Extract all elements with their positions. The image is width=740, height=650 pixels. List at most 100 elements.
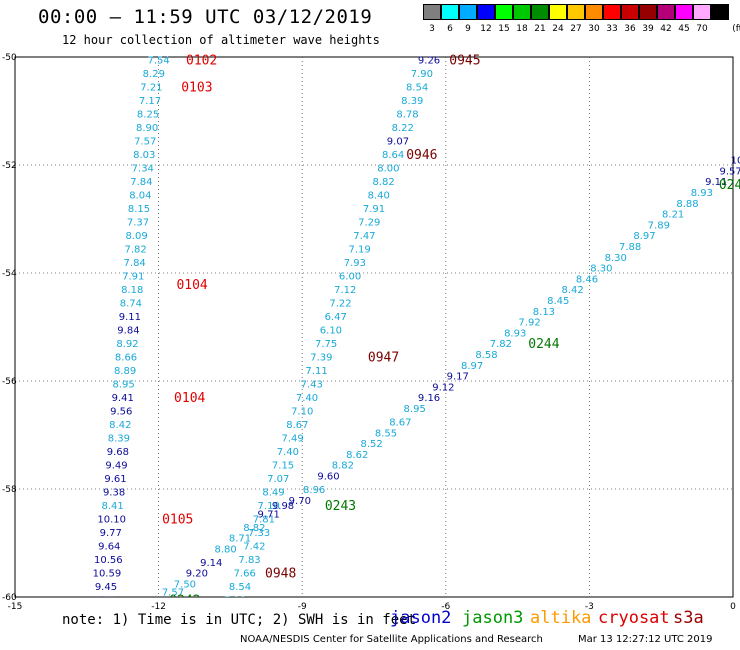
scale-swatch <box>693 4 711 20</box>
wave-height-value: 7.17 <box>139 96 161 107</box>
wave-height-value: 9.64 <box>98 542 120 553</box>
wave-height-value: 9.56 <box>110 407 132 418</box>
x-tick-label: 0 <box>730 602 736 612</box>
wave-height-value: 8.46 <box>576 274 598 285</box>
wave-height-value: 7.12 <box>224 596 246 607</box>
wave-height-value: 8.39 <box>108 434 130 445</box>
wave-height-value: 7.88 <box>619 242 641 253</box>
scale-label: 9 <box>465 24 471 34</box>
wave-height-value: 7.11 <box>305 366 327 377</box>
wave-height-value: 7.82 <box>124 245 146 256</box>
wave-height-value: 8.97 <box>461 361 483 372</box>
wave-height-value: 7.29 <box>358 218 380 229</box>
wave-height-value: 9.41 <box>112 393 134 404</box>
scale-unit: (ft) <box>732 24 740 34</box>
wave-height-value: 9.11 <box>705 177 727 188</box>
pass-time-label: 0102 <box>186 54 217 69</box>
wave-height-value: 7.91 <box>363 204 385 215</box>
wave-height-value: 7.85 <box>210 636 232 647</box>
wave-height-value: 7.10 <box>258 501 280 512</box>
wave-height-value: 7.39 <box>310 353 332 364</box>
wave-height-value: 6.47 <box>325 312 347 323</box>
wave-height-value: 8.18 <box>121 285 143 296</box>
wave-height-value: 8.82 <box>332 461 354 472</box>
x-tick-label: -6 <box>441 602 450 612</box>
wave-height-value: 9.16 <box>418 393 440 404</box>
wave-height-value: 8.52 <box>360 439 382 450</box>
wave-height-value: 8.67 <box>389 418 411 429</box>
wave-height-value: 8.82 <box>372 177 394 188</box>
pass-time-label: 0947 <box>368 351 399 366</box>
scale-label: 6 <box>447 24 453 34</box>
wave-height-value: 8.93 <box>691 188 713 199</box>
scale-swatch <box>711 4 729 20</box>
wave-height-value: 7.82 <box>490 339 512 350</box>
wave-height-value: 8.25 <box>137 110 159 121</box>
wave-height-value: 7.49 <box>281 434 303 445</box>
wave-height-value: 7.92 <box>518 318 540 329</box>
wave-height-value: 9.68 <box>107 447 129 458</box>
pass-time-label: 0105 <box>162 513 193 528</box>
pass-time-label: 0242 <box>169 594 200 609</box>
wave-height-value: 7.90 <box>411 69 433 80</box>
wave-height-value: 7.93 <box>344 258 366 269</box>
page-subtitle: 12 hour collection of altimeter wave hei… <box>62 33 380 47</box>
mission-legend-s3a: s3a <box>673 608 704 628</box>
y-tick-label: -50 <box>2 53 17 63</box>
wave-height-value: 8.58 <box>475 350 497 361</box>
wave-height-value: 9.57 <box>719 166 740 177</box>
wave-height-value: 7.81 <box>253 515 275 526</box>
wave-height-value: 8.42 <box>109 420 131 431</box>
wave-height-value: 7.57 <box>162 588 184 599</box>
scale-swatch <box>567 4 585 20</box>
generated-timestamp: Mar 13 12:27:12 UTC 2019 <box>578 634 713 645</box>
scale-label: 18 <box>516 24 528 34</box>
pass-time-label: 0104 <box>176 278 207 293</box>
wave-height-value: 9.26 <box>418 56 440 67</box>
scale-label: 12 <box>480 24 492 34</box>
wave-height-value: 8.45 <box>547 296 569 307</box>
wave-height-value: 7.22 <box>329 299 351 310</box>
wave-height-value: 8.21 <box>662 210 684 221</box>
wave-height-value: 8.40 <box>368 191 390 202</box>
wave-height-value: 8.49 <box>262 488 284 499</box>
track-layer: 7.54 8.29 7.21 7.17 8.25 8.90 7.57 8.03 7.34 7.84… <box>93 54 740 647</box>
scale-label: 15 <box>498 24 510 34</box>
wave-height-value: 7.91 <box>122 272 144 283</box>
wave-height-value: 8.42 <box>562 285 584 296</box>
wave-height-value: 9.84 <box>117 326 139 337</box>
scale-label: 45 <box>678 24 690 34</box>
wave-height-value: 7.07 <box>267 474 289 485</box>
wave-height-value: 8.90 <box>136 123 158 134</box>
x-tick-label: -15 <box>8 602 23 612</box>
scale-swatch <box>423 4 441 20</box>
wave-height-value: 9.71 <box>258 509 280 520</box>
wave-height-value: 7.66 <box>234 569 256 580</box>
wave-height-value: 8.88 <box>676 199 698 210</box>
scale-label: 24 <box>552 24 564 34</box>
wave-height-value: 7.34 <box>132 164 154 175</box>
x-tick-label: -12 <box>151 602 166 612</box>
mission-legend-cryosat: cryosat <box>598 608 670 628</box>
wave-height-value: 8.92 <box>116 339 138 350</box>
wave-height-value: 8.97 <box>633 231 655 242</box>
wave-height-value: 9.70 <box>289 496 311 507</box>
mission-legend-jason3: jason3 <box>462 608 524 628</box>
wave-height-value: 10.56 <box>94 555 123 566</box>
wave-height-value: 8.29 <box>143 69 165 80</box>
wave-height-value: 10.59 <box>93 569 122 580</box>
wave-height-value: 9.92 <box>93 596 115 607</box>
wave-height-value: 7.19 <box>349 245 371 256</box>
scale-swatch <box>477 4 495 20</box>
wave-height-value: 6.10 <box>320 326 342 337</box>
scale-label: 3 <box>429 24 435 34</box>
wave-height-value: 9.98 <box>272 501 294 512</box>
wave-height-value: 7.21 <box>140 83 162 94</box>
scale-label: 30 <box>588 24 600 34</box>
wave-height-value: 7.40 <box>296 393 318 404</box>
mission-legend-altika: altika <box>530 608 592 628</box>
scale-swatch <box>657 4 675 20</box>
wave-height-value: 8.74 <box>120 299 142 310</box>
wave-height-value: 7.84 <box>130 177 152 188</box>
scale-label: 36 <box>624 24 636 34</box>
